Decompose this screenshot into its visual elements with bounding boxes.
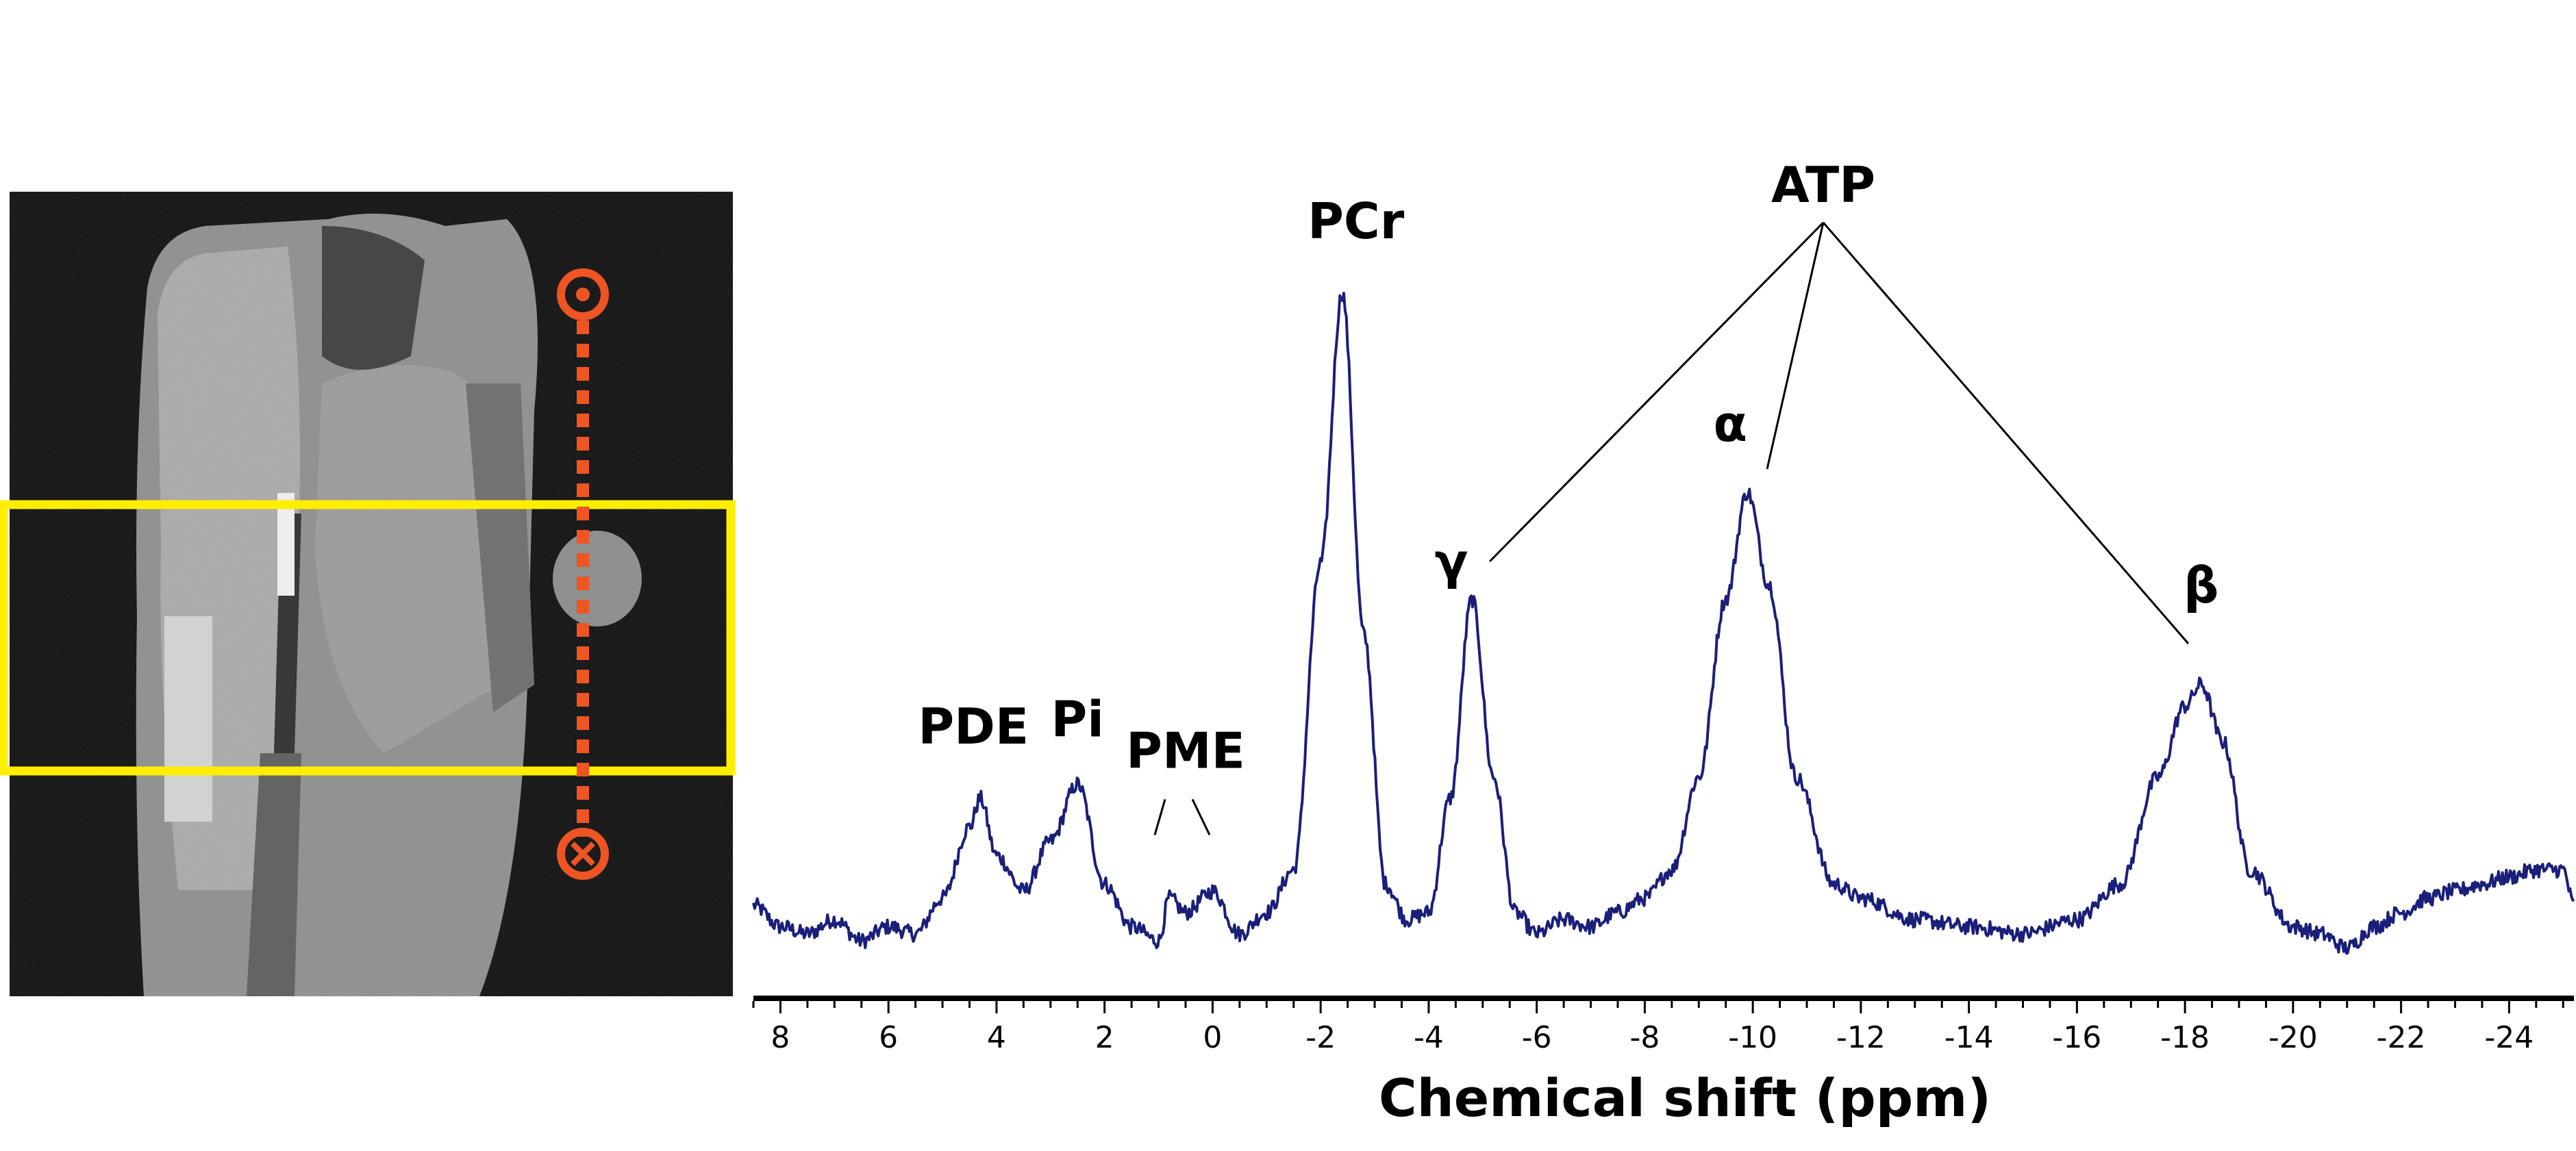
- pme-leader-line: [1153, 798, 1166, 835]
- roi-box: [0, 500, 736, 776]
- x-tick-label: -2: [1305, 1020, 1336, 1055]
- spectrum-line: [752, 292, 2575, 955]
- x-tick-label: 2: [1095, 1020, 1114, 1055]
- coil-bottom-marker-icon: [557, 828, 609, 880]
- atp-label: ATP: [1771, 156, 1875, 214]
- peak-label: Pi: [1051, 690, 1104, 748]
- mri-noise-overlay: [10, 192, 733, 996]
- peak-label: PME: [1126, 722, 1245, 779]
- x-tick-label: 0: [1203, 1020, 1222, 1055]
- peak-label: α: [1714, 395, 1747, 453]
- atp-leader-line: [1766, 222, 1825, 470]
- peak-labels: PDE Pi PME PCr γ α β: [918, 192, 2218, 780]
- x-tick-label: -6: [1522, 1020, 1552, 1055]
- x-tick-label: -16: [2052, 1020, 2101, 1055]
- x-axis-title: Chemical shift (ppm): [1379, 1067, 1991, 1128]
- x-tick-label: -24: [2484, 1020, 2534, 1055]
- x-tick-label: -10: [1728, 1020, 1777, 1055]
- spectrum-chart: 8 6 4 2 0 -2 -4 -6 -8 -10 -12 -14 -16 -18 -20 -22 -24 PD…: [752, 156, 2575, 1128]
- x-tick-label: -22: [2377, 1020, 2426, 1055]
- peak-label: β: [2184, 557, 2219, 614]
- x-tick-label: -20: [2268, 1020, 2318, 1055]
- mri-panel: [0, 192, 736, 996]
- atp-leader-line: [1488, 221, 1825, 563]
- pme-leader-line: [1191, 798, 1211, 836]
- x-tick-label: 4: [987, 1020, 1006, 1055]
- x-tick-label: -4: [1414, 1020, 1444, 1055]
- x-tick-label: -12: [1836, 1020, 1886, 1055]
- x-tick-label: 8: [771, 1020, 790, 1055]
- coil-top-marker-icon: [557, 268, 609, 320]
- atp-leader-line: [1822, 222, 2190, 644]
- x-ticks: 8 6 4 2 0 -2 -4 -6 -8 -10 -12 -14 -16 -18 -20 -22 -24: [752, 1001, 2564, 1055]
- x-tick-label: -14: [1944, 1020, 1994, 1055]
- peak-label: γ: [1434, 533, 1468, 590]
- x-tick-label: -8: [1629, 1020, 1660, 1055]
- pme-leader-lines: [1153, 798, 1211, 836]
- atp-leader-lines: [1488, 221, 2190, 644]
- x-tick-label: 6: [879, 1020, 898, 1055]
- peak-label: PCr: [1308, 192, 1405, 250]
- x-tick-label: -18: [2160, 1020, 2210, 1055]
- peak-label: PDE: [918, 698, 1029, 755]
